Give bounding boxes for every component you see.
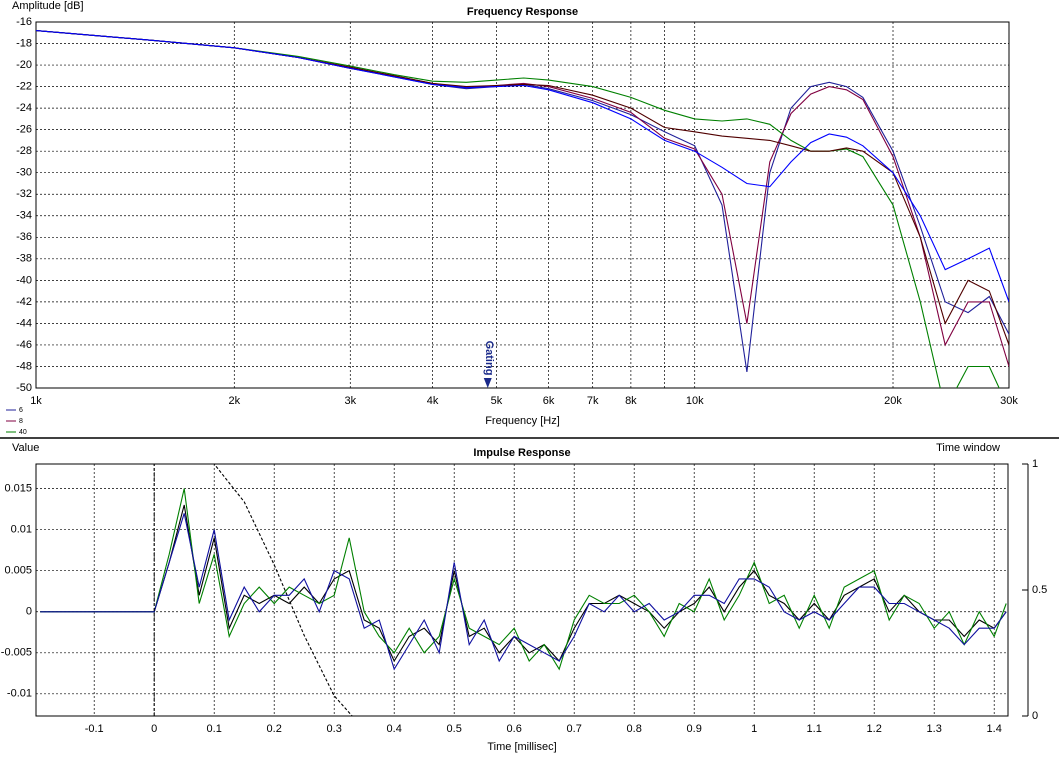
y-tick-label: -20 — [16, 59, 32, 71]
x-tick-label: 1.4 — [987, 723, 1002, 735]
x-tick-label: 0.2 — [267, 723, 282, 735]
x-tick-label: 0 — [151, 723, 157, 735]
y-tick-label: -16 — [16, 16, 32, 28]
y-tick-label: -48 — [16, 360, 32, 372]
x-tick-label: 1.2 — [867, 723, 882, 735]
x-tick-label: 30k — [1000, 395, 1018, 407]
y-tick-label: 0 — [26, 606, 32, 618]
y-tick-label: -42 — [16, 296, 32, 308]
series-line — [36, 30, 1009, 346]
x-tick-label: 1.3 — [927, 723, 942, 735]
x-tick-label: 2k — [228, 395, 240, 407]
series-group — [36, 30, 1009, 388]
plot-area — [35, 463, 1009, 717]
x-tick-label: 7k — [587, 395, 599, 407]
annotation: Gating — [483, 341, 495, 376]
series-line — [40, 504, 1007, 663]
x-axis-label: Time [millisec] — [487, 741, 556, 753]
y-tick-label: 0.01 — [11, 524, 32, 536]
plot-area — [35, 21, 1010, 389]
y-axis-label: Amplitude [dB] — [12, 0, 84, 12]
x-tick-label: 20k — [884, 395, 902, 407]
y-tick-label: -36 — [16, 231, 32, 243]
y-tick-label: -40 — [16, 274, 32, 286]
y-tick-label: -30 — [16, 167, 32, 179]
y-tick-label: -26 — [16, 124, 32, 136]
x-tick-label: 0.3 — [327, 723, 342, 735]
x-axis-label: Frequency [Hz] — [485, 415, 560, 427]
x-tick-label: 8k — [625, 395, 637, 407]
y-tick-label: -0.01 — [7, 688, 32, 700]
x-tick-label: 0.8 — [627, 723, 642, 735]
y2-tick-label: 0 — [1032, 710, 1038, 722]
series-group — [40, 464, 1007, 716]
x-tick-label: 3k — [344, 395, 356, 407]
series-line — [36, 30, 1009, 303]
x-tick-label: 10k — [686, 395, 704, 407]
x-tick-label: 1k — [30, 395, 42, 407]
x-tick-label: 0.7 — [567, 723, 582, 735]
y2-tick-label: 1 — [1032, 458, 1038, 470]
y-tick-label: 0.005 — [4, 565, 32, 577]
legend-label: 40 — [19, 429, 27, 436]
y-tick-label: -24 — [16, 102, 32, 114]
y-tick-label: -34 — [16, 210, 32, 222]
y-axis-label: Value — [12, 442, 39, 454]
y2-axis-label: Time window — [936, 442, 1000, 454]
x-tick-label: 6k — [543, 395, 555, 407]
y-tick-label: -32 — [16, 188, 32, 200]
series-line — [36, 30, 1000, 388]
y-tick-label: -50 — [16, 382, 32, 394]
y-tick-label: -22 — [16, 80, 32, 92]
y-tick-label: -28 — [16, 145, 32, 157]
y-tick-label: -0.005 — [1, 647, 32, 659]
x-tick-label: 0.4 — [387, 723, 402, 735]
legend-label: 8 — [19, 418, 23, 425]
y2-tick-label: 0.5 — [1032, 584, 1047, 596]
x-tick-label: 0.5 — [447, 723, 462, 735]
series-line — [153, 464, 353, 716]
y-tick-label: -44 — [16, 317, 32, 329]
x-tick-label: 0.6 — [507, 723, 522, 735]
series-line — [40, 513, 1007, 671]
series-line — [40, 488, 1007, 671]
x-tick-label: 5k — [491, 395, 503, 407]
annotation-marker — [483, 378, 492, 388]
y-tick-label: -46 — [16, 339, 32, 351]
x-tick-label: 1.1 — [807, 723, 822, 735]
legend-label: 6 — [19, 407, 23, 414]
chart-title: Impulse Response — [473, 447, 570, 459]
x-tick-label: 0.9 — [687, 723, 702, 735]
y-tick-label: -38 — [16, 253, 32, 265]
y-tick-label: -18 — [16, 37, 32, 49]
x-tick-label: 4k — [427, 395, 439, 407]
y-tick-label: 0.015 — [4, 483, 32, 495]
x-tick-label: -0.1 — [85, 723, 104, 735]
x-tick-label: 0.1 — [207, 723, 222, 735]
x-tick-label: 1 — [751, 723, 757, 735]
chart-title: Frequency Response — [467, 6, 578, 18]
